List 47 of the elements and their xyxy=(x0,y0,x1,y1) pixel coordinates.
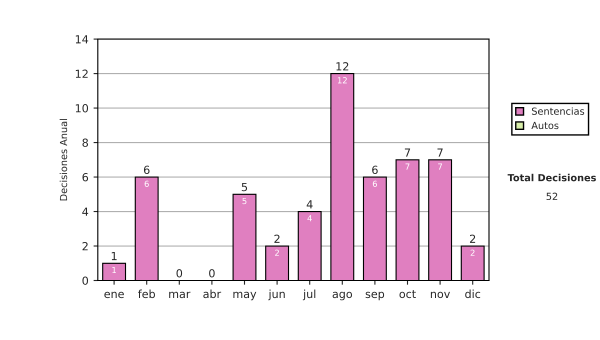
y-tick-label: 8 xyxy=(82,138,88,147)
x-tick-label: jun xyxy=(268,290,285,300)
y-tick-label: 0 xyxy=(82,276,88,285)
total-label: 2 xyxy=(274,234,280,243)
legend-label: Autos xyxy=(531,122,558,130)
x-tick-label: ago xyxy=(332,292,352,300)
x-tick-label: mar xyxy=(169,292,190,298)
total-label: 12 xyxy=(336,62,348,70)
total-label: 6 xyxy=(372,166,378,174)
data-label: 2 xyxy=(470,250,475,256)
text: 52 xyxy=(546,192,558,200)
x-tick-label: oct xyxy=(399,290,416,298)
data-label: 6 xyxy=(372,180,378,187)
total-label: 7 xyxy=(437,148,443,157)
data-label: 1 xyxy=(112,266,116,274)
data-label: 5 xyxy=(242,198,246,204)
data-label: 4 xyxy=(307,215,312,222)
total-label: 5 xyxy=(242,183,248,192)
y-tick-label: 14 xyxy=(76,35,88,44)
x-tick-label: sep xyxy=(366,292,384,300)
x-tick-label: jul xyxy=(302,290,316,300)
total-label: 4 xyxy=(306,200,313,208)
x-tick-label: feb xyxy=(138,290,155,298)
data-label: 6 xyxy=(144,180,149,187)
y-tick-label: 12 xyxy=(76,70,88,78)
x-tick-label: dic xyxy=(465,290,480,298)
x-tick-label: nov xyxy=(430,292,450,298)
legend-label: Sentencias xyxy=(532,107,584,115)
total-label: 1 xyxy=(112,252,117,260)
x-tick-label: may xyxy=(233,292,256,300)
total-label: 0 xyxy=(209,269,215,278)
total-label: 6 xyxy=(144,166,150,174)
total-label: 0 xyxy=(176,269,182,278)
y-tick-label: 2 xyxy=(82,242,88,250)
data-label: 7 xyxy=(406,164,410,170)
y-tick-label: 6 xyxy=(82,173,88,182)
text: Total Decisiones xyxy=(508,174,596,182)
y-tick-label: 4 xyxy=(82,208,88,216)
y-tick-label: 10 xyxy=(76,104,88,112)
total-label: 7 xyxy=(404,148,410,157)
x-tick-label: abr xyxy=(203,290,222,298)
total-label: 2 xyxy=(470,234,476,243)
x-tick-label: ene xyxy=(104,292,124,298)
data-label: 7 xyxy=(438,164,442,170)
y-axis-title: Decisiones Anual xyxy=(60,119,68,200)
data-label: 2 xyxy=(275,250,279,256)
data-label: 12 xyxy=(338,77,347,84)
